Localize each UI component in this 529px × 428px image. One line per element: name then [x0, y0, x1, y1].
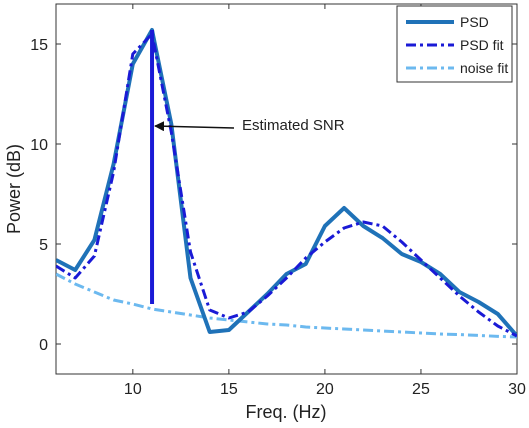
legend-label-psd-fit: PSD fit: [460, 37, 504, 53]
legend-box: [396, 5, 513, 83]
series-line-psd: [56, 28, 517, 338]
x-tick-label: 10: [124, 381, 142, 398]
y-tick-label: 10: [30, 137, 48, 154]
y-tick-label: 0: [39, 337, 48, 354]
legend: PSD PSD fit noise fit: [396, 5, 513, 83]
y-axis-label: Power (dB): [4, 144, 24, 234]
series-line-noise-fit: [56, 272, 517, 339]
series-line-psd-fit: [56, 32, 517, 338]
x-tick-label: 25: [412, 381, 430, 398]
x-tick-label: 30: [508, 381, 526, 398]
x-axis-label: Freq. (Hz): [246, 402, 327, 422]
legend-label-psd: PSD: [460, 14, 489, 30]
snr-arrow: [154, 121, 235, 132]
legend-label-noise-fit: noise fit: [460, 60, 508, 76]
x-tick-label: 15: [220, 381, 238, 398]
snr-annotation-label: Estimated SNR: [242, 117, 345, 134]
y-tick-label: 15: [30, 37, 48, 54]
x-tick-label: 20: [316, 381, 334, 398]
y-tick-label: 5: [39, 237, 48, 254]
